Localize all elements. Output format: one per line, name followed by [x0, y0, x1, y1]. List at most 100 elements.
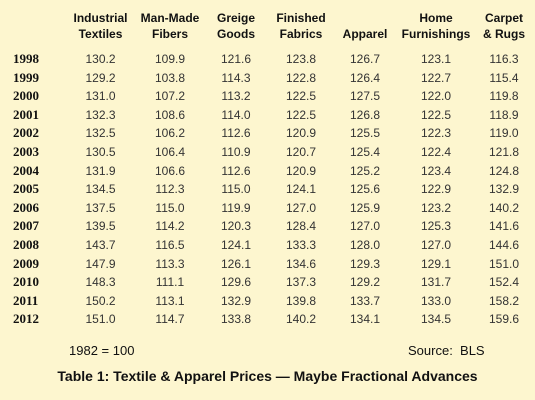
value-cell: 137.5 [85, 200, 116, 215]
value-cell: 114.3 [221, 70, 251, 85]
value-cell: 130.5 [85, 144, 116, 159]
value-cell: 113.1 [155, 293, 185, 308]
value-cell: 159.6 [488, 312, 520, 327]
table-row: 2000 131.0 107.2 113.2 122.5 127.5 122.0 119.8 [10, 87, 530, 106]
value-cell: 120.7 [285, 144, 317, 159]
value-cell: 126.7 [349, 52, 381, 66]
value-cell: 133.8 [220, 312, 252, 327]
year-cell: 2010 [13, 274, 39, 290]
value-cell: 122.8 [285, 70, 317, 85]
value-cell: 140.2 [285, 312, 317, 327]
value-cell: 119.8 [489, 89, 519, 104]
source-note: Source: BLS [408, 343, 485, 358]
value-cell: 140.2 [488, 200, 520, 215]
value-cell: 144.6 [488, 237, 520, 252]
column-header-line: Fabrics [279, 27, 323, 41]
value-cell: 158.2 [488, 293, 520, 308]
year-column-header [10, 10, 67, 50]
column-header: Apparel [336, 10, 394, 50]
column-header-line: Finished [276, 11, 326, 25]
column-header-line: Fibers [151, 27, 188, 41]
value-cell: 130.2 [85, 52, 116, 66]
value-cell: 129.6 [220, 275, 252, 290]
value-cell: 133.0 [420, 293, 452, 308]
table-row: 2003 130.5 106.4 110.9 120.7 125.4 122.4 121.8 [10, 143, 530, 162]
value-cell: 126.1 [220, 256, 252, 271]
value-cell: 115.0 [221, 182, 251, 197]
year-cell: 2003 [13, 143, 39, 159]
year-cell: 2011 [13, 292, 39, 308]
value-cell: 123.8 [285, 52, 317, 66]
value-cell: 125.9 [349, 200, 381, 215]
value-cell: 134.5 [420, 312, 452, 327]
value-cell: 123.1 [420, 52, 452, 66]
value-cell: 114.0 [221, 107, 251, 122]
value-cell: 120.3 [220, 219, 252, 234]
value-cell: 122.3 [420, 126, 452, 141]
value-cell: 119.0 [489, 126, 519, 141]
value-cell: 107.2 [154, 89, 186, 104]
value-cell: 132.9 [220, 293, 252, 308]
value-cell: 131.0 [85, 89, 116, 104]
value-cell: 143.7 [85, 237, 116, 252]
value-cell: 134.1 [349, 312, 381, 327]
table-row: 2008 143.7 116.5 124.1 133.3 128.0 127.0 144.6 [10, 236, 530, 255]
value-cell: 112.6 [221, 163, 251, 178]
value-cell: 150.2 [85, 293, 116, 308]
value-cell: 120.9 [285, 126, 317, 141]
value-cell: 126.8 [349, 107, 381, 122]
year-cell: 2002 [13, 125, 39, 141]
value-cell: 113.3 [155, 256, 185, 271]
value-cell: 133.3 [285, 237, 317, 252]
table-row: 2011 150.2 113.1 132.9 139.8 133.7 133.0 158.2 [10, 292, 530, 311]
column-header: Carpet & Rugs [478, 10, 530, 50]
value-cell: 111.1 [155, 275, 185, 290]
value-cell: 125.5 [349, 126, 381, 141]
year-cell: 2008 [13, 236, 39, 252]
value-cell: 127.0 [285, 200, 317, 215]
value-cell: 116.5 [155, 237, 185, 252]
year-cell: 2006 [13, 199, 39, 215]
value-cell: 112.6 [221, 126, 251, 141]
price-table: Industrial Textiles Man-Made Fibers Greige Go… [10, 10, 530, 329]
table-row: 2002 132.5 106.2 112.6 120.9 125.5 122.3 119.0 [10, 124, 530, 143]
value-cell: 133.7 [349, 293, 381, 308]
value-cell: 129.3 [349, 256, 381, 271]
value-cell: 122.7 [420, 70, 452, 85]
value-cell: 113.2 [221, 89, 251, 104]
value-cell: 134.5 [85, 182, 116, 197]
value-cell: 125.4 [349, 144, 381, 159]
value-cell: 127.0 [420, 237, 452, 252]
table-header: Industrial Textiles Man-Made Fibers Greige Go… [10, 10, 530, 50]
column-header-line: Apparel [342, 27, 388, 41]
column-header-line [10, 10, 67, 26]
value-cell: 131.9 [85, 163, 116, 178]
value-cell: 115.4 [489, 70, 519, 85]
table-row: 2007 139.5 114.2 120.3 128.4 127.0 125.3 141.6 [10, 217, 530, 236]
table-row: 2012 151.0 114.7 133.8 140.2 134.1 134.5 159.6 [10, 310, 530, 329]
value-cell: 126.4 [349, 70, 381, 85]
value-cell: 122.9 [420, 182, 452, 197]
year-cell: 2012 [13, 311, 39, 327]
value-cell: 134.6 [285, 256, 317, 271]
value-cell: 132.5 [85, 126, 116, 141]
value-cell: 123.4 [420, 163, 452, 178]
column-header-line: Goods [217, 27, 255, 41]
value-cell: 128.4 [285, 219, 317, 234]
value-cell: 110.9 [221, 144, 251, 159]
value-cell: 152.4 [488, 275, 520, 290]
table-row: 2004 131.9 106.6 112.6 120.9 125.2 123.4 124.8 [10, 162, 530, 181]
value-cell: 125.3 [420, 219, 452, 234]
value-cell: 106.4 [154, 144, 186, 159]
value-cell: 122.0 [420, 89, 452, 104]
value-cell: 116.3 [489, 52, 519, 66]
value-cell: 151.0 [85, 312, 116, 327]
table-row: 2005 134.5 112.3 115.0 124.1 125.6 122.9 132.9 [10, 180, 530, 199]
table-row: 2009 147.9 113.3 126.1 134.6 129.3 129.1 151.0 [10, 255, 530, 274]
year-cell: 2000 [13, 88, 39, 104]
year-cell: 2009 [13, 255, 39, 271]
year-cell: 2007 [13, 218, 39, 234]
value-cell: 114.2 [155, 219, 185, 234]
value-cell: 122.4 [420, 144, 452, 159]
